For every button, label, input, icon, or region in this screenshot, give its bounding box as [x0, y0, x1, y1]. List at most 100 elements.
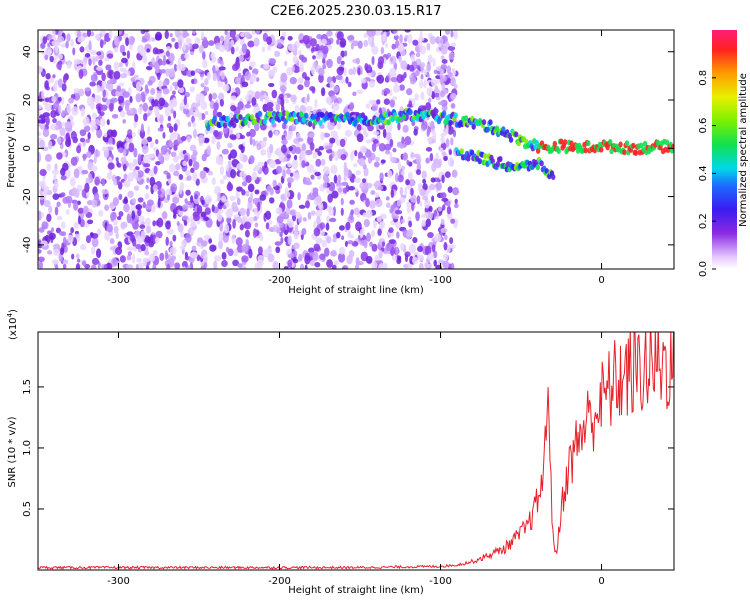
- noise-speckle: [82, 205, 89, 215]
- noise-speckle: [377, 56, 385, 66]
- noise-speckle: [241, 189, 246, 196]
- noise-speckle: [40, 179, 46, 190]
- noise-speckle: [384, 150, 391, 155]
- noise-speckle: [377, 185, 384, 191]
- noise-speckle: [162, 211, 168, 220]
- noise-speckle: [444, 30, 451, 35]
- signal-point: [408, 109, 413, 116]
- noise-speckle: [176, 221, 180, 227]
- noise-speckle: [441, 58, 448, 64]
- noise-speckle: [89, 96, 95, 106]
- noise-speckle: [218, 239, 223, 250]
- noise-speckle: [426, 63, 432, 73]
- noise-speckle: [145, 184, 149, 190]
- noise-speckle: [336, 66, 344, 76]
- spectrogram-xtick-label: -200: [268, 275, 291, 286]
- noise-speckle: [430, 120, 435, 130]
- noise-speckle: [87, 132, 91, 140]
- noise-speckle: [200, 101, 208, 110]
- noise-speckle: [334, 156, 339, 161]
- noise-speckle: [141, 144, 149, 154]
- noise-speckle: [190, 70, 196, 76]
- noise-speckle: [154, 236, 160, 244]
- noise-speckle: [293, 50, 298, 56]
- noise-speckle: [65, 40, 69, 49]
- noise-speckle: [47, 42, 51, 48]
- noise-speckle: [433, 250, 438, 259]
- noise-speckle: [123, 203, 130, 213]
- noise-speckle: [104, 204, 110, 211]
- snr-scale-base: (x10: [8, 317, 19, 340]
- noise-speckle: [162, 88, 170, 95]
- noise-speckle: [404, 136, 412, 146]
- noise-speckle: [214, 255, 222, 262]
- noise-speckle: [54, 41, 61, 46]
- noise-speckle: [376, 74, 385, 84]
- noise-speckle: [160, 145, 168, 155]
- noise-speckle: [86, 30, 92, 37]
- noise-speckle: [201, 199, 205, 206]
- noise-speckle: [212, 64, 216, 75]
- spectrogram-heatmap: [38, 30, 674, 269]
- signal-point: [552, 140, 558, 147]
- noise-speckle: [74, 221, 79, 230]
- colorbar: 0.0 0.2 0.4 0.6 0.8 Normalized spectral ampl…: [698, 30, 749, 277]
- noise-speckle: [264, 210, 272, 220]
- noise-speckle: [66, 33, 71, 42]
- noise-speckle: [124, 142, 130, 150]
- noise-speckle: [448, 52, 455, 60]
- noise-speckle: [280, 144, 287, 154]
- noise-speckle: [203, 216, 210, 222]
- noise-speckle: [371, 104, 378, 112]
- noise-speckle: [392, 30, 398, 34]
- noise-speckle: [298, 253, 303, 262]
- noise-speckle: [181, 135, 187, 142]
- noise-speckle: [428, 205, 433, 213]
- noise-speckle: [341, 266, 347, 269]
- noise-speckle: [398, 55, 402, 63]
- noise-speckle: [419, 188, 426, 197]
- noise-speckle: [148, 106, 154, 111]
- noise-speckle: [217, 80, 224, 88]
- noise-speckle: [413, 128, 418, 136]
- noise-speckle: [390, 76, 398, 83]
- noise-speckle: [326, 235, 332, 244]
- noise-speckle: [89, 81, 96, 87]
- noise-speckle: [365, 139, 372, 144]
- noise-speckle: [399, 42, 404, 52]
- noise-speckle: [200, 83, 205, 88]
- spectrogram-ytick-label: 20: [22, 94, 33, 107]
- noise-speckle: [268, 82, 275, 88]
- noise-speckle: [397, 256, 402, 262]
- noise-speckle: [193, 214, 200, 222]
- noise-speckle: [185, 189, 191, 196]
- noise-speckle: [230, 169, 237, 179]
- noise-speckle: [124, 99, 131, 107]
- noise-speckle: [162, 132, 166, 139]
- noise-speckle: [236, 197, 241, 206]
- noise-speckle: [218, 232, 224, 242]
- noise-speckle: [61, 83, 67, 92]
- noise-speckle: [105, 82, 111, 90]
- noise-speckle: [412, 237, 418, 244]
- noise-speckle: [218, 66, 226, 71]
- noise-speckle: [310, 210, 316, 216]
- noise-speckle: [260, 90, 265, 96]
- noise-speckle: [202, 59, 208, 68]
- noise-speckle: [317, 151, 322, 156]
- noise-speckle: [113, 36, 119, 46]
- noise-speckle: [129, 95, 133, 104]
- noise-speckle: [431, 244, 436, 253]
- noise-speckle: [245, 174, 252, 184]
- noise-speckle: [372, 138, 379, 144]
- noise-speckle: [93, 192, 100, 201]
- noise-speckle: [329, 217, 337, 223]
- noise-speckle: [380, 159, 386, 164]
- noise-speckle: [150, 88, 156, 96]
- signal-point: [298, 111, 304, 118]
- noise-speckle: [62, 263, 67, 269]
- noise-speckle: [335, 74, 343, 80]
- noise-speckle: [287, 162, 293, 168]
- noise-speckle: [284, 186, 289, 195]
- noise-speckle: [297, 137, 304, 142]
